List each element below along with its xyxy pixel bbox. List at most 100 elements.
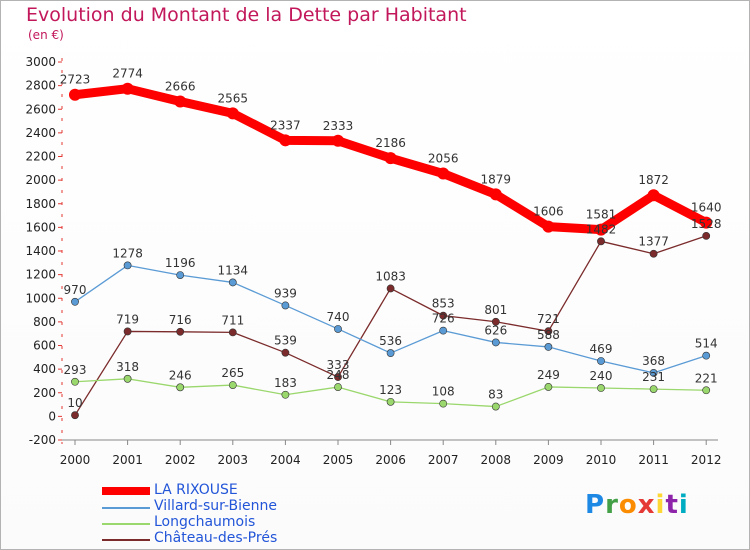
data-point <box>647 189 660 202</box>
data-point <box>544 343 553 351</box>
data-label: 1606 <box>533 205 564 219</box>
x-tick-label: 2004 <box>270 453 301 467</box>
x-tick-label: 2012 <box>691 453 722 467</box>
data-label: 249 <box>537 368 560 382</box>
axes: -200 0 200 400 600 800 1000 1200 1400 1600 1800 200… <box>25 55 721 467</box>
data-point <box>121 82 134 95</box>
data-label: 539 <box>274 334 297 348</box>
legend-swatch <box>102 523 150 525</box>
data-label: 1134 <box>218 263 249 277</box>
data-label: 1581 <box>586 208 617 222</box>
data-point <box>439 326 448 335</box>
legend-label: Longchaumois <box>154 514 256 530</box>
y-tick-label: 1000 <box>25 291 56 305</box>
x-tick-label: 2008 <box>481 453 512 467</box>
data-point <box>544 327 553 336</box>
data-label: 1196 <box>165 256 196 270</box>
x-tick-label: 2005 <box>323 453 354 467</box>
data-label: 801 <box>484 303 507 317</box>
data-label: 939 <box>274 286 297 300</box>
data-point <box>123 327 132 336</box>
x-tick-label: 2000 <box>60 453 91 467</box>
data-label: 740 <box>327 310 350 324</box>
data-point <box>702 231 711 240</box>
data-point <box>174 95 187 108</box>
data-label: 123 <box>379 383 402 397</box>
data-label: 711 <box>221 313 244 327</box>
data-label: 318 <box>116 360 139 374</box>
data-label: 2723 <box>60 73 91 87</box>
data-label: 246 <box>169 368 192 382</box>
data-point <box>281 390 290 399</box>
data-point <box>176 327 185 336</box>
y-tick-label: 2200 <box>25 150 56 164</box>
proxiti-logo: Proxiti <box>585 490 689 520</box>
y-tick-label: 2800 <box>25 79 56 93</box>
data-label: 853 <box>432 297 455 311</box>
x-tick-label: 2003 <box>218 453 249 467</box>
legend-swatch <box>102 487 150 495</box>
data-label: 368 <box>642 354 665 368</box>
data-label: 108 <box>432 385 455 399</box>
y-tick-label: 600 <box>33 339 56 353</box>
chart-title: Evolution du Montant de la Dette par Hab… <box>26 4 467 26</box>
data-label: 626 <box>484 323 507 337</box>
data-point <box>334 373 342 381</box>
data-point <box>71 377 79 386</box>
data-point <box>386 349 395 357</box>
chart-subtitle: (en €) <box>28 28 64 42</box>
data-label: 536 <box>379 334 402 348</box>
data-label: 1377 <box>638 235 669 249</box>
data-point <box>123 261 132 270</box>
data-label: 83 <box>488 388 503 402</box>
y-tick-label: 1400 <box>25 244 56 258</box>
y-tick-label: 400 <box>33 362 56 376</box>
y-tick-label: 2000 <box>25 173 56 187</box>
legend-swatch <box>102 507 150 509</box>
data-point <box>649 249 658 258</box>
legend-label: LA RIXOUSE <box>154 482 238 498</box>
legend-label: Château-des-Prés <box>154 530 278 546</box>
data-label: 2774 <box>112 67 143 81</box>
data-point <box>702 351 711 360</box>
data-label: 1083 <box>375 269 406 283</box>
x-tick-label: 2002 <box>165 453 196 467</box>
data-label: 469 <box>590 342 613 356</box>
x-tick-label: 2011 <box>638 453 669 467</box>
data-label: 970 <box>64 283 87 297</box>
data-point <box>542 220 555 233</box>
data-label: 1640 <box>691 201 722 215</box>
data-label: 721 <box>537 312 560 326</box>
data-label: 2565 <box>218 91 249 105</box>
data-label: 726 <box>432 312 455 326</box>
data-label: 2337 <box>270 118 301 132</box>
data-label: 1482 <box>586 222 617 236</box>
data-point <box>649 385 658 393</box>
data-labels: 10 719 716 711 539 333 1083 853 801 721 1482 1377 15… <box>60 67 722 410</box>
data-point <box>491 402 500 411</box>
data-label: 265 <box>221 366 244 380</box>
data-label: 514 <box>695 337 718 351</box>
data-label: 2333 <box>323 119 354 133</box>
data-label: 719 <box>116 312 139 326</box>
data-label: 1879 <box>481 172 512 186</box>
y-tick-label: -200 <box>29 433 56 447</box>
data-point <box>279 134 292 147</box>
x-tick-label: 2010 <box>586 453 617 467</box>
data-label: 1528 <box>691 217 722 231</box>
data-point <box>489 188 502 201</box>
x-tick-label: 2006 <box>375 453 406 467</box>
data-point <box>544 383 553 391</box>
data-point <box>439 311 448 320</box>
data-point <box>332 134 344 147</box>
data-label: 240 <box>590 369 613 383</box>
data-point <box>649 369 658 377</box>
data-point <box>437 167 450 180</box>
data-label: 1872 <box>638 173 669 187</box>
data-label: 183 <box>274 376 297 390</box>
y-tick-label: 800 <box>33 315 56 329</box>
data-point <box>281 301 290 310</box>
data-point <box>595 223 607 236</box>
data-label: 2186 <box>375 136 406 150</box>
